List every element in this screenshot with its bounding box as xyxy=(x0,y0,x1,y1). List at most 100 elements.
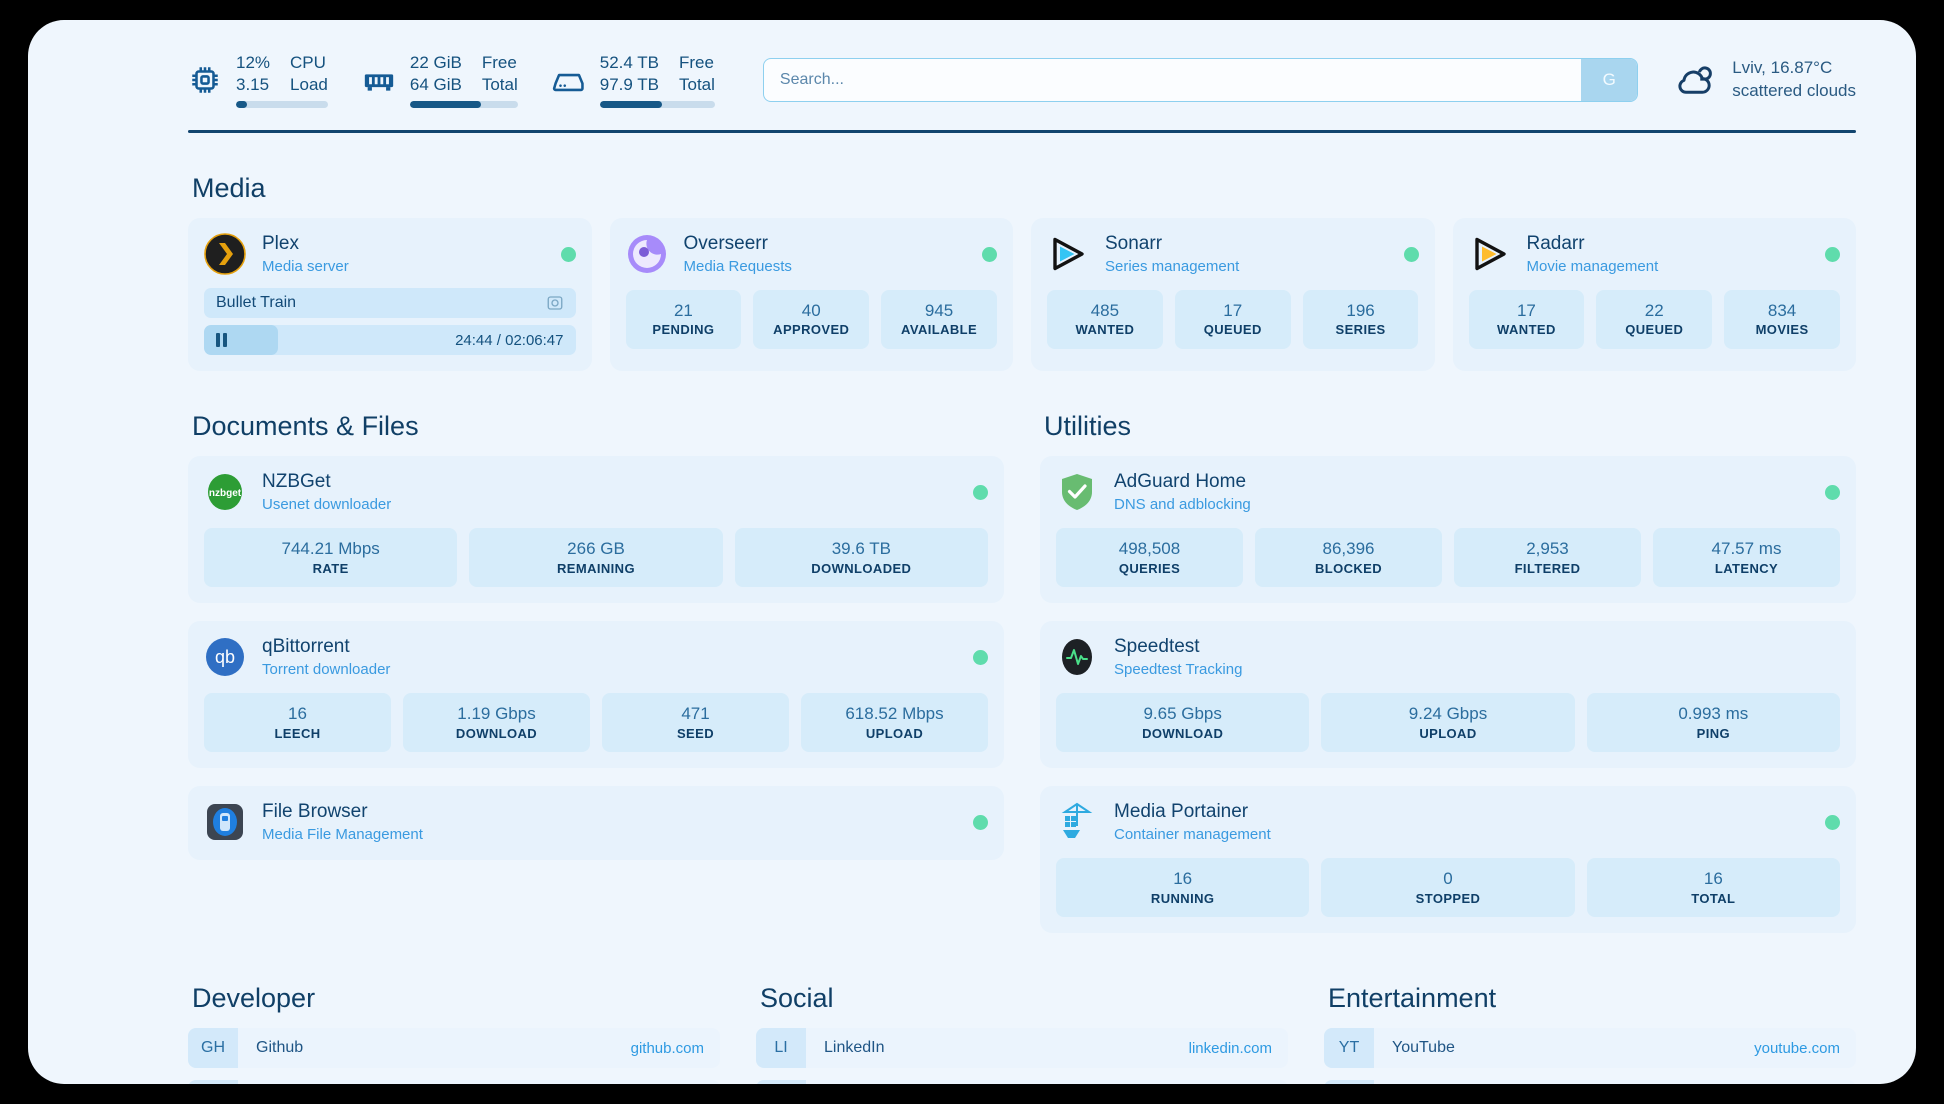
bookmark-item-stackoverflow[interactable]: SO StackOverflow stackoverflow.com xyxy=(188,1080,720,1084)
stat-label: QUERIES xyxy=(1118,560,1181,576)
memory-widget[interactable]: 22 GiB 64 GiB Free Total xyxy=(362,52,518,109)
stat-chip[interactable]: 9.24 Gbps UPLOAD xyxy=(1321,693,1575,753)
stat-chip[interactable]: 21 PENDING xyxy=(625,290,742,349)
pause-icon[interactable] xyxy=(216,333,227,348)
bookmark-name: YouTube xyxy=(1392,1039,1455,1057)
service-name: Overseerr xyxy=(683,233,768,254)
now-playing-progress-bar[interactable]: 24:44 / 02:06:47 xyxy=(204,325,576,356)
stat-value: 39.6 TB xyxy=(831,539,891,559)
stat-label: RUNNING xyxy=(1150,890,1215,906)
status-indicator-dot xyxy=(1825,814,1840,830)
bookmark-abbr: GH xyxy=(188,1028,238,1069)
service-name: NZBGet xyxy=(262,471,331,493)
stat-chip[interactable]: 22 QUEUED xyxy=(1596,290,1713,349)
stat-value: 40 xyxy=(801,301,821,321)
top-status-bar: 12% 3.15 CPU Load xyxy=(28,20,1916,112)
service-card-nzbget[interactable]: nzbget NZBGet Usenet downloader 74 xyxy=(188,456,1004,604)
stat-label: UPLOAD xyxy=(865,725,924,741)
stat-label: MOVIES xyxy=(1755,322,1809,338)
speedtest-icon xyxy=(1056,636,1098,678)
section-title-media: Media xyxy=(192,173,266,203)
stat-chip[interactable]: 0 STOPPED xyxy=(1321,858,1575,918)
cast-icon[interactable] xyxy=(546,294,564,312)
search-input[interactable] xyxy=(763,59,1582,101)
card-header: File Browser Media File Management xyxy=(204,800,988,844)
search-engine-button[interactable]: G xyxy=(1581,59,1638,101)
bookmark-abbr: TW xyxy=(756,1080,806,1084)
bookmark-item-youtube[interactable]: YT YouTube youtube.com xyxy=(1324,1028,1856,1069)
service-subtitle: Container management xyxy=(1114,825,1271,843)
stat-chip[interactable]: 9.65 Gbps DOWNLOAD xyxy=(1056,693,1310,753)
stat-chip[interactable]: 0.993 ms PING xyxy=(1586,693,1840,753)
service-subtitle: Media server xyxy=(262,257,349,275)
overseerr-icon xyxy=(626,233,668,275)
search-box[interactable]: G xyxy=(762,58,1639,102)
service-card-portainer[interactable]: Media Portainer Container management 16 … xyxy=(1040,786,1856,934)
service-card-speedtest[interactable]: Speedtest Speedtest Tracking 9.65 Gbps D… xyxy=(1040,621,1856,769)
stat-chip[interactable]: 40 APPROVED xyxy=(753,290,870,349)
memory-used: 22 GiB xyxy=(409,52,462,72)
stat-chip[interactable]: 471 SEED xyxy=(602,693,789,753)
stat-value: 2,953 xyxy=(1526,539,1569,559)
bookmark-item-linkedin[interactable]: LI LinkedIn linkedin.com xyxy=(756,1028,1288,1069)
stat-chip[interactable]: 618.52 Mbps UPLOAD xyxy=(801,693,988,753)
bookmark-item-github[interactable]: GH Github github.com xyxy=(188,1028,720,1069)
stat-chip[interactable]: 834 MOVIES xyxy=(1724,290,1840,349)
bookmark-item-netflix[interactable]: NF Netflix netflix.com xyxy=(1324,1080,1856,1084)
stat-chip[interactable]: 945 AVAILABLE xyxy=(881,290,997,349)
stat-label: TOTAL xyxy=(1691,890,1736,906)
bookmark-name: LinkedIn xyxy=(824,1039,885,1057)
memory-label-top: Free xyxy=(481,52,517,72)
media-cards-row: Plex Media server Bullet Train xyxy=(188,218,1856,372)
stat-chip[interactable]: 39.6 TB DOWNLOADED xyxy=(734,528,988,588)
service-card-plex[interactable]: Plex Media server Bullet Train xyxy=(188,218,592,372)
service-name: AdGuard Home xyxy=(1114,471,1247,493)
weather-location-temp: Lviv, 16.87°C xyxy=(1732,58,1833,78)
stat-chip[interactable]: 744.21 Mbps RATE xyxy=(204,528,458,588)
stat-chip[interactable]: 498,508 QUERIES xyxy=(1056,528,1243,588)
stat-chip[interactable]: 17 WANTED xyxy=(1468,290,1585,349)
card-header: Radarr Movie management xyxy=(1469,232,1840,276)
cpu-widget[interactable]: 12% 3.15 CPU Load xyxy=(188,52,328,109)
stat-chip[interactable]: 16 LEECH xyxy=(204,693,391,753)
search-area: G xyxy=(762,58,1639,102)
now-playing-title-bar[interactable]: Bullet Train xyxy=(204,288,576,319)
stat-chip[interactable]: 17 QUEUED xyxy=(1174,290,1291,349)
service-card-filebrowser[interactable]: File Browser Media File Management xyxy=(188,786,1004,861)
bookmark-group-title: Social xyxy=(760,983,834,1014)
disk-widget[interactable]: 52.4 TB 97.9 TB Free Total xyxy=(552,52,715,109)
bookmark-item-twitter[interactable]: TW Twitter twitter.com xyxy=(756,1080,1288,1084)
weather-widget[interactable]: Lviv, 16.87°C scattered clouds xyxy=(1674,57,1856,103)
bookmark-list: LI LinkedIn linkedin.com TW Twitter twit… xyxy=(756,1028,1288,1084)
service-card-sonarr[interactable]: Sonarr Series management 485 WANTED 17 Q… xyxy=(1031,218,1435,372)
stat-value: 0 xyxy=(1443,869,1453,889)
stat-chip[interactable]: 2,953 FILTERED xyxy=(1454,528,1641,588)
stat-chip[interactable]: 266 GB REMAINING xyxy=(469,528,723,588)
stat-chip[interactable]: 1.19 Gbps DOWNLOAD xyxy=(403,693,590,753)
service-card-radarr[interactable]: Radarr Movie management 17 WANTED 22 QUE… xyxy=(1452,218,1856,372)
stat-chip[interactable]: 16 TOTAL xyxy=(1586,858,1840,918)
stat-chip[interactable]: 47.57 ms LATENCY xyxy=(1653,528,1840,588)
stats-row: 498,508 QUERIES 86,396 BLOCKED 2,953 FIL… xyxy=(1056,528,1840,588)
stat-chip[interactable]: 86,396 BLOCKED xyxy=(1255,528,1442,588)
service-card-overseerr[interactable]: Overseerr Media Requests 21 PENDING 40 A… xyxy=(609,218,1013,372)
stat-label: AVAILABLE xyxy=(901,322,978,338)
stat-chip[interactable]: 16 RUNNING xyxy=(1056,858,1310,918)
weather-description: scattered clouds xyxy=(1732,81,1856,100)
stat-label: REMAINING xyxy=(556,560,635,576)
stat-value: 485 xyxy=(1090,301,1120,321)
search-engine-label: G xyxy=(1602,70,1616,89)
stat-value: 22 xyxy=(1644,301,1664,321)
stats-row: 17 WANTED 22 QUEUED 834 MOVIES xyxy=(1468,290,1841,349)
utilities-card-stack: AdGuard Home DNS and adblocking 498,508 … xyxy=(1040,456,1856,934)
stat-label: SEED xyxy=(676,725,714,741)
documents-utilities-columns: Documents & Files nzbget NZBGet xyxy=(188,371,1856,934)
disk-icon xyxy=(552,63,586,97)
stat-chip[interactable]: 485 WANTED xyxy=(1047,290,1163,349)
service-card-qbittorrent[interactable]: qb qBittorrent Torrent downloader xyxy=(188,621,1004,769)
stat-value: 266 GB xyxy=(567,539,625,559)
sonarr-icon xyxy=(1047,233,1089,275)
service-card-adguard[interactable]: AdGuard Home DNS and adblocking 498,508 … xyxy=(1040,456,1856,604)
card-header: AdGuard Home DNS and adblocking xyxy=(1056,470,1840,514)
stat-chip[interactable]: 196 SERIES xyxy=(1302,290,1419,349)
